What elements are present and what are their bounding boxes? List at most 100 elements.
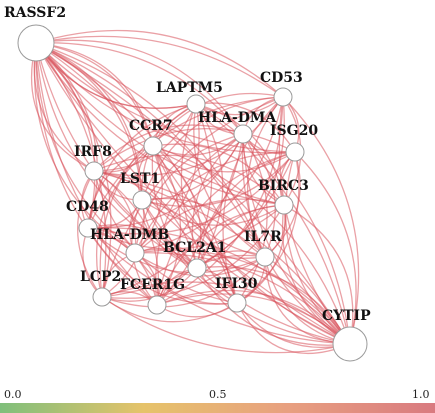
node-label-fcer1g: FCER1G xyxy=(120,277,185,293)
edge-cd53-cytip xyxy=(282,96,360,345)
node-label-rassf2: RASSF2 xyxy=(4,5,66,21)
edge-cd53-laptm5 xyxy=(195,96,284,116)
edge-laptm5-lcp2 xyxy=(99,103,197,298)
node-label-ccr7: CCR7 xyxy=(129,118,173,134)
edge-irf8-lcp2 xyxy=(77,170,103,298)
edge-laptm5-il7r xyxy=(193,103,266,258)
edge-isg20-bcl2a1 xyxy=(196,151,296,269)
node-ccr7[interactable] xyxy=(143,136,163,156)
edge-rassf2-lst1 xyxy=(35,42,143,201)
node-isg20[interactable] xyxy=(285,142,305,162)
node-cd53[interactable] xyxy=(273,87,293,107)
node-hla-dmb[interactable] xyxy=(125,243,145,263)
node-ifi30[interactable] xyxy=(227,293,247,313)
node-label-lcp2: LCP2 xyxy=(80,269,121,285)
node-label-irf8: IRF8 xyxy=(74,144,112,160)
edge-hla-dmb-ifi30 xyxy=(134,252,238,305)
edge-ccr7-ifi30 xyxy=(151,145,238,304)
edge-arc-cytip-irf8 xyxy=(93,170,351,345)
edge-arc-cytip-fcer1g xyxy=(156,293,351,345)
edge-arc-rassf2-cd53 xyxy=(35,35,284,98)
edge-rassf2-cd53 xyxy=(35,29,284,98)
edge-cd48-cytip xyxy=(87,227,351,345)
edge-arc-cytip-cd48 xyxy=(87,227,351,345)
node-label-bcl2a1: BCL2A1 xyxy=(163,240,226,256)
node-cd48[interactable] xyxy=(78,218,98,238)
edge-isg20-ifi30 xyxy=(236,151,300,304)
colorbar xyxy=(0,403,435,413)
edge-arc-cytip-isg20 xyxy=(294,151,357,345)
edge-ccr7-lcp2 xyxy=(96,145,154,298)
colorbar-tick-mid: 0.5 xyxy=(209,388,227,401)
edge-arc-rassf2-cd48 xyxy=(35,42,96,229)
edge-arc-cytip-lcp2 xyxy=(101,296,351,354)
edge-arc-rassf2-cytip xyxy=(35,42,351,345)
node-layer xyxy=(17,24,368,362)
node-fcer1g[interactable] xyxy=(147,295,167,315)
edge-ccr7-cytip xyxy=(152,145,351,345)
edge-arc-cytip-ifi30 xyxy=(236,302,351,355)
colorbar-tick-min: 0.0 xyxy=(4,388,22,401)
node-label-hla-dmb: HLA-DMB xyxy=(90,227,169,243)
node-label-cd48: CD48 xyxy=(66,199,109,215)
edge-arc-rassf2-il7r xyxy=(35,42,266,258)
edge-arc-cytip-birc3 xyxy=(283,204,354,345)
edge-rassf2-hla-dma xyxy=(35,39,244,135)
edge-arc-rassf2-hla-dma xyxy=(35,42,244,135)
edge-isg20-fcer1g xyxy=(156,151,296,306)
edge-arc-rassf2-irf8 xyxy=(30,42,95,172)
node-label-cd53: CD53 xyxy=(260,70,303,86)
edge-arc-cytip-bcl2a1 xyxy=(196,266,351,345)
node-label-isg20: ISG20 xyxy=(270,123,318,139)
edge-hla-dma-irf8 xyxy=(93,124,244,172)
node-bcl2a1[interactable] xyxy=(187,258,207,278)
edge-irf8-fcer1g xyxy=(93,170,160,306)
edge-arc-cytip-hla-dmb xyxy=(134,252,351,345)
edge-birc3-fcer1g xyxy=(156,204,285,306)
edge-laptm5-isg20 xyxy=(195,102,296,153)
edge-arc-cytip-laptm5 xyxy=(195,103,351,345)
edge-laptm5-bcl2a1 xyxy=(195,103,224,269)
edge-ccr7-birc3 xyxy=(152,143,285,206)
edge-laptm5-cytip xyxy=(195,103,351,345)
edge-hla-dma-lcp2 xyxy=(101,133,244,298)
edge-birc3-lcp2 xyxy=(101,204,285,299)
edge-rassf2-ccr7 xyxy=(35,42,154,147)
node-irf8[interactable] xyxy=(84,161,104,181)
node-lcp2[interactable] xyxy=(92,287,112,307)
node-il7r[interactable] xyxy=(255,247,275,267)
edge-lst1-cytip xyxy=(141,199,351,345)
edge-laptm5-ifi30 xyxy=(180,103,238,304)
edge-birc3-cytip xyxy=(281,204,351,345)
edge-isg20-lcp2 xyxy=(101,151,296,298)
edge-arc-rassf2-ccr7 xyxy=(35,42,154,147)
node-rassf2[interactable] xyxy=(17,24,55,62)
edge-arc-cytip-ccr7 xyxy=(152,145,351,345)
node-label-laptm5: LAPTM5 xyxy=(156,80,223,96)
colorbar-gradient xyxy=(0,403,435,413)
node-cytip[interactable] xyxy=(332,326,368,362)
node-label-birc3: BIRC3 xyxy=(258,178,309,194)
node-label-il7r: IL7R xyxy=(244,229,282,245)
edge-birc3-hla-dmb xyxy=(134,198,285,254)
edge-rassf2-laptm5 xyxy=(35,42,197,109)
edge-arc-rassf2-laptm5 xyxy=(35,42,197,109)
edge-arc-rassf2-fcer1g xyxy=(35,42,158,306)
node-hla-dma[interactable] xyxy=(233,124,253,144)
node-lst1[interactable] xyxy=(132,190,152,210)
node-laptm5[interactable] xyxy=(186,94,206,114)
node-birc3[interactable] xyxy=(274,195,294,215)
edge-hla-dma-bcl2a1 xyxy=(191,133,244,269)
node-label-cytip: CYTIP xyxy=(322,308,371,324)
edge-isg20-cd48 xyxy=(87,151,296,235)
colorbar-tick-max: 1.0 xyxy=(412,388,430,401)
edge-layer xyxy=(30,29,360,355)
edge-rassf2-il7r xyxy=(35,42,266,258)
edge-rassf2-fcer1g xyxy=(35,42,158,306)
edge-lst1-birc3 xyxy=(141,199,285,226)
node-label-hla-dma: HLA-DMA xyxy=(198,110,277,126)
node-label-ifi30: IFI30 xyxy=(215,276,258,292)
